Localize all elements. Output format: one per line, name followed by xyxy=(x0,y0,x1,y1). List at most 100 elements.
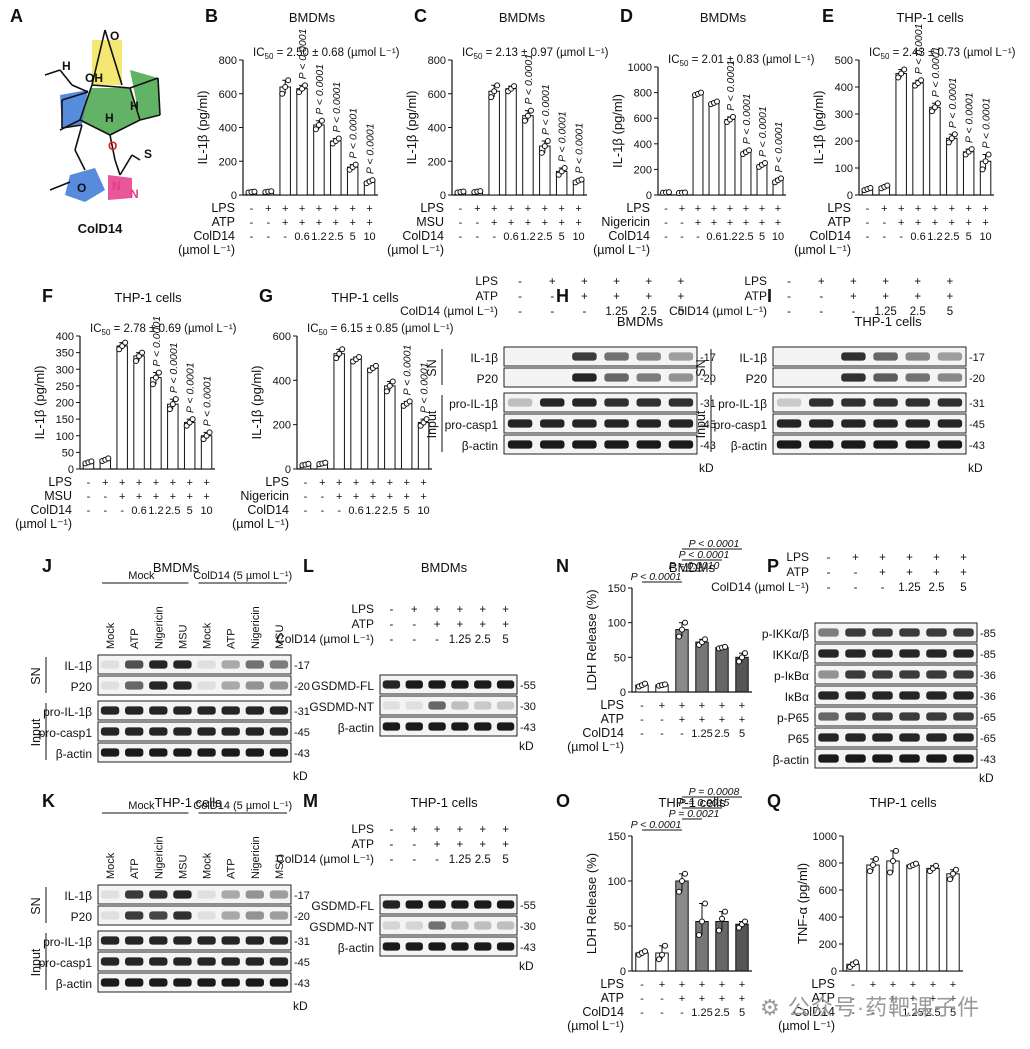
band xyxy=(245,911,264,920)
kd-marker: -31 xyxy=(294,706,310,718)
condition-value: - xyxy=(389,604,393,616)
kd-marker: -43 xyxy=(294,978,310,990)
band xyxy=(173,706,192,715)
y-axis-label: IL-1β (pg/ml) xyxy=(811,91,826,165)
condition-value: - xyxy=(827,567,831,579)
p-value-label: P < 0.0001 xyxy=(365,123,377,174)
condition-value: - xyxy=(680,1007,684,1019)
band xyxy=(221,890,240,899)
band xyxy=(269,911,289,920)
atom-label: H xyxy=(105,111,114,125)
band-label: IL-1β xyxy=(64,889,92,903)
blot-title: THP-1 cells xyxy=(154,795,222,810)
data-point xyxy=(662,681,668,688)
data-point xyxy=(139,349,146,356)
bar-charts: B BMDMs IC50 = 2.50 ± 0.68 (µmol L⁻¹) 0 200 4… xyxy=(15,6,1016,1033)
data-point xyxy=(870,862,876,869)
condition-value: + xyxy=(775,217,781,229)
p-value-label: P < 0.0001 xyxy=(574,123,586,174)
y-tick-label: 200 xyxy=(819,939,837,951)
data-point xyxy=(918,77,925,84)
lane-label: Mock xyxy=(202,852,214,879)
band xyxy=(125,936,144,945)
bracket-p-value: P < 0.0001 xyxy=(679,549,730,561)
data-point xyxy=(676,888,682,895)
condition-label: (µmol L⁻¹) xyxy=(794,243,851,257)
condition-value: 5 xyxy=(502,634,508,646)
band xyxy=(872,670,893,679)
condition-value: 2.5 xyxy=(537,231,552,243)
chart-title: BMDMs xyxy=(289,10,336,25)
condition-value: - xyxy=(459,231,463,243)
band-label: pro-casp1 xyxy=(39,956,93,970)
condition-value: + xyxy=(434,604,441,616)
band xyxy=(905,352,930,361)
band xyxy=(245,681,264,690)
condition-value: + xyxy=(879,552,886,564)
ic50-label: IC50 = 2.50 ± 0.68 (µmol L⁻¹) xyxy=(253,47,400,61)
band xyxy=(451,701,469,710)
condition-value: - xyxy=(389,619,393,631)
data-point xyxy=(947,876,953,883)
condition-value: - xyxy=(475,217,479,229)
condition-value: + xyxy=(282,217,288,229)
blot-strip xyxy=(503,367,698,388)
y-axis-label: IL-1β (pg/ml) xyxy=(249,366,264,440)
kd-marker: -20 xyxy=(969,373,985,385)
band xyxy=(382,921,401,930)
condition-label: ColD14 xyxy=(793,1005,835,1019)
condition-value: + xyxy=(719,700,725,712)
blot-strip xyxy=(503,413,698,434)
condition-value: + xyxy=(353,477,359,489)
band-label: pro-casp1 xyxy=(39,726,93,740)
band xyxy=(125,727,144,736)
condition-value: 1.2 xyxy=(311,231,326,243)
condition-value: - xyxy=(283,231,287,243)
condition-value: + xyxy=(403,477,409,489)
data-point xyxy=(149,381,156,388)
band xyxy=(173,890,192,899)
y-tick-label: 150 xyxy=(608,583,626,595)
kd-unit: kD xyxy=(293,769,308,783)
condition-value: - xyxy=(854,582,858,594)
condition-label: LPS xyxy=(786,550,809,564)
p-value-label: P < 0.0001 xyxy=(314,64,326,115)
y-tick-label: 100 xyxy=(835,163,853,175)
condition-value: 5 xyxy=(678,306,684,318)
condition-label: (µmol L⁻¹) xyxy=(232,517,289,531)
band xyxy=(905,419,930,428)
condition-value: - xyxy=(475,231,479,243)
data-point xyxy=(511,83,518,90)
bond xyxy=(109,119,141,136)
condition-value: 0.6 xyxy=(131,505,146,517)
condition-value: + xyxy=(699,993,705,1005)
panel-letter: E xyxy=(822,6,834,26)
data-point xyxy=(662,942,668,949)
data-point xyxy=(336,350,343,357)
band xyxy=(873,398,898,407)
blot-strip xyxy=(379,674,518,695)
band xyxy=(149,748,168,757)
condition-value: - xyxy=(518,306,522,318)
kd-marker: -43 xyxy=(520,942,536,954)
condition-value: 0.6 xyxy=(706,231,721,243)
blot-strip xyxy=(97,721,292,742)
condition-value: + xyxy=(949,203,955,215)
data-point xyxy=(722,643,728,650)
condition-value: + xyxy=(759,203,765,215)
data-point xyxy=(656,956,662,963)
kd-marker: -55 xyxy=(520,900,536,912)
condition-value: - xyxy=(412,854,416,866)
bond xyxy=(129,77,159,89)
band xyxy=(809,398,834,407)
condition-label: Nigericin xyxy=(240,489,289,503)
data-point xyxy=(659,951,665,958)
condition-value: + xyxy=(947,276,954,288)
p-value-label: P < 0.0001 xyxy=(348,108,360,159)
condition-value: + xyxy=(474,203,480,215)
blot-strip xyxy=(772,392,967,413)
band xyxy=(173,957,192,966)
band xyxy=(636,419,661,428)
condition-value: + xyxy=(420,491,426,503)
condition-label: ATP xyxy=(352,837,374,851)
